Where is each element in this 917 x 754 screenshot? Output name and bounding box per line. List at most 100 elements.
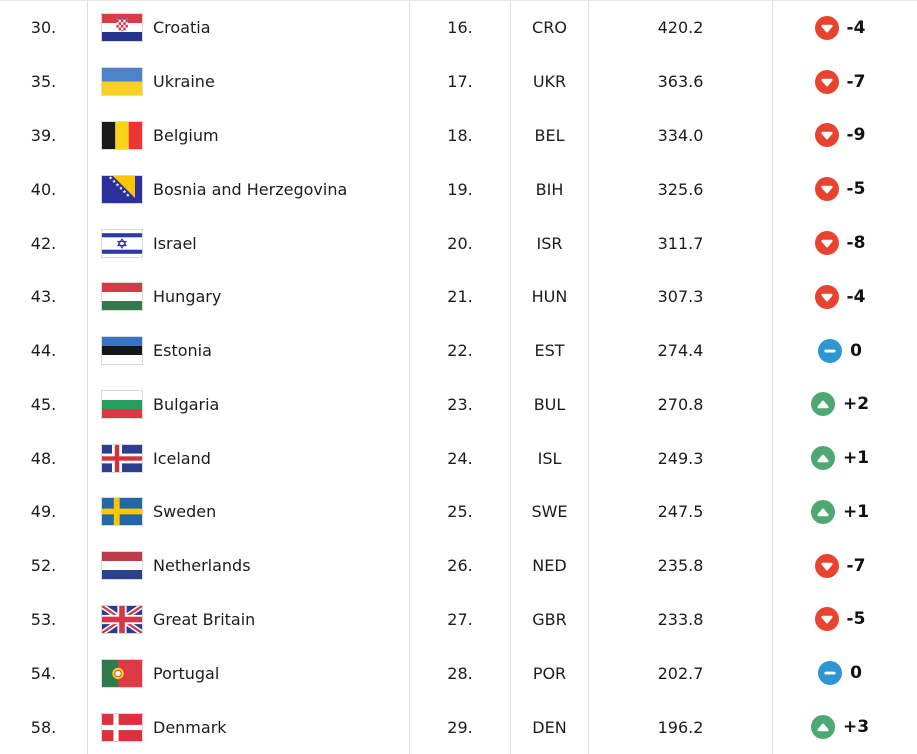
world-rank: 58. [30, 717, 57, 737]
continental-rank: 20. [447, 233, 473, 253]
rank-change-value: +3 [842, 717, 870, 738]
continental-rank-cell: 23. [410, 377, 511, 432]
continental-rank-cell: 28. [410, 646, 511, 701]
points-value: 334.0 [657, 125, 704, 145]
country-cell: Sweden [88, 485, 410, 539]
bulgaria-flag-icon [101, 389, 143, 419]
caret-down-circle-icon [814, 15, 839, 40]
rank-change-cell: +1 [773, 431, 917, 485]
estonia-flag-icon [101, 336, 143, 366]
caret-up-circle-icon [810, 392, 835, 417]
rank-change-cell: -9 [773, 109, 917, 163]
points-cell: 270.8 [589, 377, 773, 432]
points-cell: 233.8 [589, 592, 773, 647]
world-rank: 40. [30, 179, 57, 199]
rank-change-cell: +2 [773, 377, 917, 431]
country-code-cell: POR [511, 646, 589, 701]
world-rank-cell: 48. [0, 431, 88, 486]
country-code: ISR [536, 233, 563, 253]
continental-rank: 18. [447, 125, 473, 145]
continental-rank-cell: 19. [410, 162, 511, 217]
world-rank: 48. [30, 448, 57, 468]
rank-change-cell: -8 [773, 216, 917, 270]
continental-rank: 22. [447, 341, 473, 361]
points-cell: 235.8 [589, 538, 773, 593]
country-cell: Bulgaria [88, 377, 410, 432]
world-rank-cell: 52. [0, 538, 88, 593]
world-rank-cell: 30. [0, 1, 88, 55]
country-code: DEN [532, 717, 567, 737]
minus-circle-icon [818, 661, 843, 686]
points-value: 270.8 [657, 394, 704, 414]
caret-up-circle-icon [810, 446, 835, 471]
world-rank: 43. [30, 287, 57, 307]
rank-change-value: -4 [846, 17, 866, 38]
world-rank-cell: 42. [0, 216, 88, 270]
points-value: 202.7 [657, 663, 704, 683]
continental-rank-cell: 16. [410, 1, 511, 55]
world-rank-cell: 58. [0, 700, 88, 754]
world-rank: 54. [30, 663, 57, 683]
continental-rank: 23. [447, 394, 473, 414]
points-cell: 325.6 [589, 162, 773, 217]
country-code: EST [534, 341, 565, 361]
rank-change-value: +2 [842, 394, 870, 415]
rank-change-value: 0 [850, 340, 862, 361]
points-cell: 363.6 [589, 54, 773, 109]
country-name: Denmark [153, 717, 227, 737]
denmark-flag-icon [101, 712, 143, 742]
points-cell: 274.4 [589, 323, 773, 378]
world-rank-cell: 54. [0, 646, 88, 701]
country-code: GBR [532, 609, 567, 629]
continental-rank-cell: 17. [410, 54, 511, 109]
country-cell: Belgium [88, 108, 410, 163]
points-value: 249.3 [657, 448, 704, 468]
country-code-cell: DEN [511, 700, 589, 754]
country-cell: Croatia [88, 1, 410, 55]
rank-change-cell: -4 [773, 1, 917, 55]
country-code-cell: UKR [511, 54, 589, 109]
world-rank-cell: 45. [0, 377, 88, 432]
country-code-cell: CRO [511, 1, 589, 55]
iceland-flag-icon [101, 443, 143, 473]
world-rank-cell: 43. [0, 269, 88, 324]
points-value: 233.8 [657, 609, 704, 629]
country-code-cell: ISL [511, 431, 589, 486]
rank-change-value: +1 [842, 448, 870, 469]
points-value: 363.6 [657, 72, 704, 92]
rank-change-cell: 0 [773, 324, 917, 378]
country-name: Ukraine [153, 72, 215, 92]
rank-change-cell: +1 [773, 485, 917, 539]
country-code: BUL [533, 394, 566, 414]
country-code-cell: NED [511, 538, 589, 593]
continental-rank-cell: 24. [410, 431, 511, 486]
country-name: Bulgaria [153, 394, 220, 414]
points-cell: 196.2 [589, 700, 773, 754]
portugal-flag-icon [101, 658, 143, 688]
country-code-cell: GBR [511, 592, 589, 647]
continental-rank-cell: 29. [410, 700, 511, 754]
points-value: 311.7 [657, 233, 704, 253]
bosnia-and-herzegovina-flag-icon [101, 174, 143, 204]
country-code: BEL [534, 125, 565, 145]
points-cell: 249.3 [589, 431, 773, 486]
continental-rank: 16. [447, 18, 473, 38]
netherlands-flag-icon [101, 551, 143, 581]
continental-rank-cell: 27. [410, 592, 511, 647]
continental-rank: 29. [447, 717, 473, 737]
continental-rank-cell: 21. [410, 269, 511, 324]
country-code-cell: ISR [511, 216, 589, 270]
country-code-cell: EST [511, 323, 589, 378]
rank-change-cell: -5 [773, 162, 917, 216]
continental-rank-cell: 20. [410, 216, 511, 270]
world-rank-cell: 40. [0, 162, 88, 217]
country-name: Iceland [153, 448, 211, 468]
rank-change-value: -4 [846, 286, 866, 307]
continental-rank: 19. [447, 179, 473, 199]
caret-down-circle-icon [814, 607, 839, 632]
world-rank-cell: 39. [0, 108, 88, 163]
country-name: Hungary [153, 287, 222, 307]
rank-change-cell: 0 [773, 646, 917, 700]
rank-change-cell: +3 [773, 700, 917, 754]
points-cell: 307.3 [589, 269, 773, 324]
